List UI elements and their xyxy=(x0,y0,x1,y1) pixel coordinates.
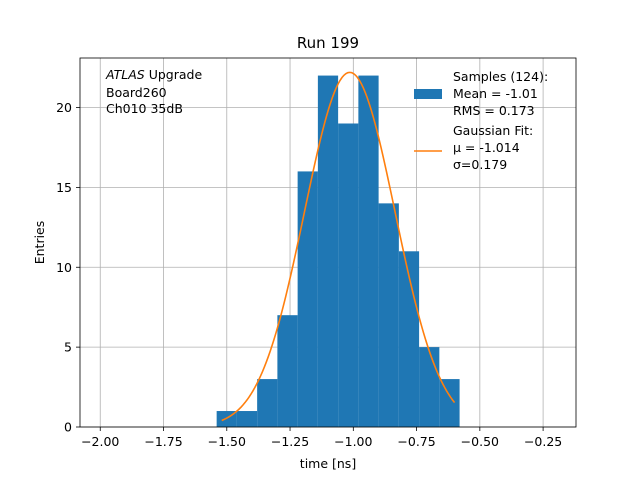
x-axis-title: time [ns] xyxy=(300,456,356,471)
y-tick-label-0: 0 xyxy=(64,420,72,435)
legend-entry-1-line-1: μ = -1.014 xyxy=(453,140,520,155)
legend-swatch-0 xyxy=(414,89,442,99)
histogram-bar-8 xyxy=(378,203,399,427)
legend-entry-0-line-1: Mean = -1.01 xyxy=(453,86,538,101)
x-tick-label-0: −2.00 xyxy=(81,434,119,449)
y-axis-title: Entries xyxy=(32,221,47,265)
x-tick-label-5: −0.75 xyxy=(397,434,435,449)
x-tick-label-2: −1.50 xyxy=(208,434,246,449)
histogram-bar-7 xyxy=(358,75,379,428)
histogram-bar-10 xyxy=(419,347,440,427)
histogram-bar-1 xyxy=(236,411,258,427)
histogram-bar-5 xyxy=(317,75,339,428)
y-tick-label-2: 10 xyxy=(56,260,72,275)
legend-entry-0-line-0: Samples (124): xyxy=(453,69,548,84)
annotation: ATLAS Upgrade Board260 Ch010 35dB xyxy=(105,67,202,116)
x-tick-label-3: −1.25 xyxy=(271,434,309,449)
annotation-rest: Upgrade xyxy=(145,67,203,82)
y-tick-label-1: 5 xyxy=(64,340,72,355)
histogram-bars xyxy=(216,75,460,428)
legend: Samples (124): Mean = -1.01 RMS = 0.173 G… xyxy=(414,69,548,172)
histogram-bar-2 xyxy=(257,379,278,427)
x-tick-label-1: −1.75 xyxy=(144,434,182,449)
annotation-line-1: Board260 xyxy=(106,85,167,100)
x-tick-label-6: −0.50 xyxy=(461,434,499,449)
y-tick-label-4: 20 xyxy=(56,100,72,115)
histogram-bar-4 xyxy=(297,171,318,427)
legend-entry-0-line-2: RMS = 0.173 xyxy=(453,103,535,118)
plot-frame xyxy=(79,57,577,428)
chart-title: Run 199 xyxy=(297,34,359,52)
x-tick-label-7: −0.25 xyxy=(524,434,562,449)
histogram-bar-3 xyxy=(277,315,298,427)
histogram-bar-6 xyxy=(338,123,359,428)
annotation-italic: ATLAS xyxy=(105,67,145,82)
legend-entry-1-line-2: σ=0.179 xyxy=(453,157,507,172)
annotation-line-2: Ch010 35dB xyxy=(106,101,183,116)
x-tick-label-4: −1.00 xyxy=(334,434,372,449)
y-tick-label-3: 15 xyxy=(56,180,72,195)
annotation-line-0: ATLAS Upgrade xyxy=(105,67,202,82)
gaussian-fit xyxy=(221,71,456,422)
axis-ticks: −2.00 −1.75 −1.50 −1.25 −1.00 −0.75 −0.50 −0.25… xyxy=(56,100,562,449)
histogram-bar-11 xyxy=(439,379,460,427)
fit-curve xyxy=(221,71,456,422)
legend-entry-1-line-0: Gaussian Fit: xyxy=(453,123,533,138)
